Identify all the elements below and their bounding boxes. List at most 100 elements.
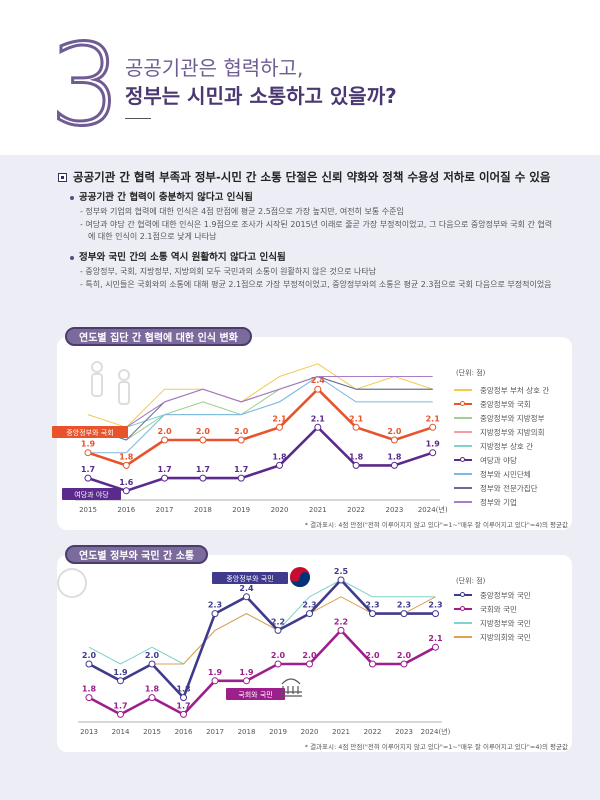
- data-label: 1.7: [158, 465, 172, 474]
- government-emblem-blue: [290, 572, 310, 587]
- data-point: [429, 449, 437, 457]
- legend-item: 중앙정부와 국회: [454, 397, 549, 411]
- chart2-legend: 중앙정부와 국민 국회와 국민 지방정부와 국민 지방의회와 국민: [454, 588, 531, 644]
- data-point: [161, 474, 169, 482]
- series-line: [87, 387, 434, 467]
- x-tick-label: 2022: [347, 506, 365, 514]
- x-tick-label: 2015: [79, 506, 97, 514]
- data-label: 1.7: [176, 701, 190, 710]
- data-label: 1.9: [81, 440, 96, 449]
- data-point: [199, 474, 207, 482]
- data-point: [432, 610, 439, 618]
- crowd-icon: [57, 568, 87, 598]
- data-label: 2.1: [272, 414, 287, 423]
- data-point: [274, 626, 282, 634]
- data-label: 2.3: [397, 601, 411, 610]
- data-point: [306, 660, 313, 668]
- series-line: [87, 425, 434, 493]
- data-point: [117, 677, 124, 685]
- legend-swatch: [454, 604, 472, 614]
- data-point: [274, 660, 282, 668]
- legend-item: 지방정부와 국민: [454, 616, 531, 630]
- x-tick-label: 2016: [175, 728, 193, 736]
- x-tick-label: 2019: [232, 506, 250, 514]
- data-label: 2.0: [158, 427, 173, 436]
- x-tick-label: 2018: [194, 506, 212, 514]
- data-label: 1.6: [119, 478, 134, 487]
- x-tick-label: 2017: [156, 506, 174, 514]
- data-label: 2.3: [365, 601, 379, 610]
- data-point: [85, 694, 93, 702]
- callout-label: 중앙정부와 국회: [66, 428, 113, 437]
- legend-item: 국회와 국민: [454, 602, 531, 616]
- data-point: [243, 593, 250, 601]
- unit-label: (단위: 점): [456, 576, 486, 585]
- data-label: 1.7: [234, 465, 248, 474]
- callout-box: [226, 688, 285, 700]
- legend-swatch: [454, 427, 472, 437]
- headline-text: 공공기관 간 협력 부족과 정부-시민 간 소통 단절은 신뢰 약화와 정책 수…: [73, 170, 551, 184]
- legend-item: 여당과 야당: [454, 453, 549, 467]
- legend-item: 지방의회와 국민: [454, 630, 531, 644]
- data-label: 2.4: [239, 584, 254, 593]
- data-point: [390, 436, 398, 444]
- x-tick-label: 2024(년): [421, 727, 451, 736]
- data-point: [314, 385, 322, 393]
- series-line: [88, 376, 433, 454]
- legend-swatch: [454, 413, 472, 423]
- data-label: 1.8: [119, 452, 134, 461]
- x-tick-label: 2018: [238, 728, 256, 736]
- data-point: [148, 694, 156, 702]
- legend-label: 중앙정부 부처 상호 간: [480, 385, 550, 395]
- legend-item: 중앙정부와 지방정부: [454, 411, 549, 425]
- x-tick-label: 2020: [271, 506, 289, 514]
- x-tick-label: 2015: [143, 728, 161, 736]
- chart2-note: * 결과표시: 4점 만점("전혀 이루어지지 않고 있다"=1~"매우 잘 이…: [304, 743, 568, 751]
- series-line: [152, 596, 436, 665]
- legend-label: 국회와 국민: [480, 604, 517, 614]
- x-tick-label: 2016: [117, 506, 135, 514]
- data-point: [161, 436, 169, 444]
- callout-label: 국회와 국민: [238, 690, 272, 699]
- legend-swatch: [454, 497, 472, 507]
- data-point: [276, 461, 283, 469]
- data-point: [243, 677, 250, 685]
- data-label: 1.8: [349, 452, 364, 461]
- legend-label: 중앙정부와 지방정부: [480, 413, 545, 423]
- data-point: [85, 660, 93, 668]
- data-point: [432, 643, 439, 651]
- x-tick-label: 2023: [385, 506, 403, 514]
- legend-swatch: [454, 483, 472, 493]
- title-divider: [125, 118, 151, 119]
- section-title: 공공기관 간 협력이 충분하지 않다고 인식됨: [70, 191, 578, 204]
- legend-label: 지방정부와 지방의회: [480, 427, 545, 437]
- data-label: 2.3: [428, 601, 442, 610]
- section-item: - 중앙정부, 국회, 지방정부, 지방의회 모두 국민과의 소통이 원활하지 …: [80, 267, 377, 276]
- data-label: 1.9: [426, 440, 441, 449]
- x-tick-label: 2021: [309, 506, 327, 514]
- national-assembly-icon: [280, 678, 302, 697]
- summary-headline: 공공기관 간 협력 부족과 정부-시민 간 소통 단절은 신뢰 약화와 정책 수…: [58, 170, 578, 185]
- data-label: 2.3: [302, 601, 316, 610]
- section-item: - 여당과 야당 간 협력에 대한 인식은 1.9점으로 조사가 시작된 201…: [80, 220, 553, 241]
- square-bullet-icon: [58, 173, 67, 182]
- data-label: 1.8: [82, 685, 97, 694]
- data-point: [199, 436, 207, 444]
- legend-label: 정부와 시민단체: [480, 469, 531, 479]
- chapter-number: 3: [48, 21, 122, 151]
- data-point: [337, 626, 345, 634]
- legend-swatch: [454, 441, 472, 451]
- data-point: [180, 710, 187, 718]
- data-label: 2.1: [311, 414, 326, 423]
- people-icon-body: [91, 373, 103, 397]
- data-point: [211, 610, 219, 618]
- callout-box: [212, 572, 288, 584]
- x-tick-label: 2022: [364, 728, 382, 736]
- data-label: 2.4: [311, 376, 326, 385]
- people-icon: [118, 369, 130, 381]
- data-label: 1.9: [113, 668, 128, 677]
- data-point: [148, 660, 156, 668]
- legend-swatch: [454, 385, 472, 395]
